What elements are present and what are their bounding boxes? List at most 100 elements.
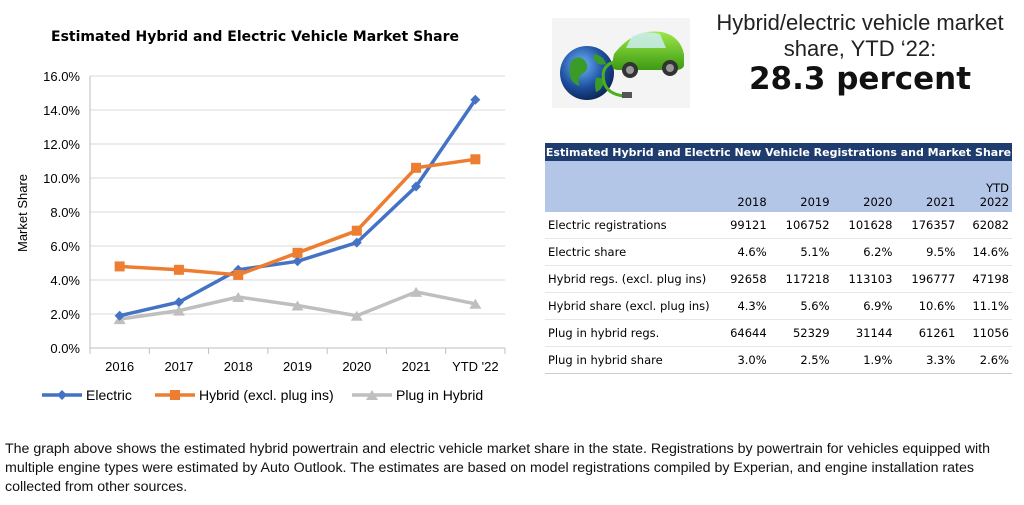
data-point xyxy=(172,305,185,316)
series-electric xyxy=(114,94,481,321)
table-row-label: Plug in hybrid regs. xyxy=(545,319,716,347)
x-tick-label: 2018 xyxy=(224,359,253,374)
market-share-line-chart: Estimated Hybrid and Electric Vehicle Ma… xyxy=(15,29,506,403)
x-tick-label: 2017 xyxy=(164,359,193,374)
legend-label: Plug in Hybrid xyxy=(396,387,483,403)
table-title: Estimated Hybrid and Electric New Vehicl… xyxy=(545,143,1012,161)
table-header-blank xyxy=(545,161,716,212)
chart-title: Estimated Hybrid and Electric Vehicle Ma… xyxy=(51,29,459,45)
y-tick-label: 16.0% xyxy=(43,69,80,84)
table-row-label: Electric registrations xyxy=(545,212,716,239)
y-tick-label: 8.0% xyxy=(50,205,80,220)
data-point xyxy=(469,298,482,309)
table-cell: 92658 xyxy=(716,265,770,293)
y-tick-label: 4.0% xyxy=(50,273,80,288)
table-cell: 101628 xyxy=(832,212,896,239)
table-row: Electric registrations 99121 106752 101628 1… xyxy=(545,212,1012,239)
data-point xyxy=(292,256,303,267)
headline-line-2: share, YTD ‘22: xyxy=(783,36,937,61)
table-cell: 64644 xyxy=(716,319,770,347)
table-row-label: Hybrid share (excl. plug ins) xyxy=(545,292,716,320)
gridlines xyxy=(89,75,506,354)
table-header-row: 2018 2019 2020 2021 YTD 2022 xyxy=(545,161,1012,212)
y-tick-label: 6.0% xyxy=(50,239,80,254)
legend-item: Hybrid (excl. plug ins) xyxy=(155,387,334,403)
table-cell: 2.6% xyxy=(958,346,1012,374)
y-tick-label: 14.0% xyxy=(43,103,80,118)
table-cell: 6.9% xyxy=(832,292,896,320)
table-header-cell: YTD 2022 xyxy=(958,161,1012,212)
table-cell: 196777 xyxy=(895,265,959,293)
y-tick-label: 2.0% xyxy=(50,307,80,322)
x-tick-label: YTD '22 xyxy=(452,359,499,374)
table-row-label: Hybrid regs. (excl. plug ins) xyxy=(545,265,716,293)
series-hybrid-excl-plug-ins- xyxy=(114,154,481,280)
data-point xyxy=(291,300,304,311)
data-point xyxy=(57,390,67,400)
table-cell: 4.6% xyxy=(716,238,770,266)
table-cell: 99121 xyxy=(716,212,770,239)
headline: Hybrid/electric vehicle market share, YT… xyxy=(700,10,1020,96)
table-cell: 31144 xyxy=(832,319,896,347)
table-cell: 5.1% xyxy=(769,238,833,266)
table-cell: 5.6% xyxy=(769,292,833,320)
table-row: Electric share 4.6% 5.1% 6.2% 9.5% 14.6% xyxy=(545,238,1012,266)
table-header-cell: 2019 xyxy=(769,161,833,212)
table-cell: 11056 xyxy=(958,319,1012,347)
table-cell: 6.2% xyxy=(832,238,896,266)
data-point xyxy=(114,261,125,272)
y-axis-label: Market Share xyxy=(15,174,30,252)
logo-image xyxy=(552,18,690,108)
data-point xyxy=(114,310,125,321)
table-cell: 14.6% xyxy=(958,238,1012,266)
data-point xyxy=(470,154,481,165)
series-group xyxy=(113,94,482,325)
footnote-text: The graph above shows the estimated hybr… xyxy=(5,441,990,495)
legend-label: Hybrid (excl. plug ins) xyxy=(199,387,334,403)
data-point xyxy=(411,181,422,192)
table-cell: 11.1% xyxy=(958,292,1012,320)
table-cell: 62082 xyxy=(958,212,1012,239)
data-point xyxy=(233,269,244,280)
data-point xyxy=(232,292,245,302)
y-axis-ticks: 0.0% 2.0% 4.0% 6.0% 8.0% 10.0% 12.0% 14.0% 16.0% xyxy=(43,69,80,356)
legend-item: Plug in Hybrid xyxy=(352,387,483,403)
table-cell: 61261 xyxy=(895,319,959,347)
series-line xyxy=(119,98,477,318)
x-axis-ticks: 2016 2017 2018 2019 2020 2021 YTD '22 xyxy=(105,359,498,374)
x-tick-label: 2020 xyxy=(342,359,371,374)
table-cell: 52329 xyxy=(769,319,833,347)
data-point xyxy=(292,247,303,258)
legend-item: Electric xyxy=(42,387,132,403)
table-cell: 1.9% xyxy=(832,346,896,374)
data-point xyxy=(351,237,362,248)
table-cell: 176357 xyxy=(895,212,959,239)
table-header-cell: 2021 xyxy=(895,161,959,212)
x-tick-label: 2016 xyxy=(105,359,134,374)
data-point xyxy=(173,297,184,308)
table-cell: 117218 xyxy=(769,265,833,293)
table-row: Hybrid share (excl. plug ins) 4.3% 5.6% 6.9… xyxy=(545,292,1012,320)
legend: Electric Hybrid (excl. plug ins) Plug in H… xyxy=(42,387,483,403)
table-cell: 106752 xyxy=(769,212,833,239)
y-tick-label: 12.0% xyxy=(43,137,80,152)
y-tick-label: 10.0% xyxy=(43,171,80,186)
data-point xyxy=(173,264,184,275)
table-cell: 9.5% xyxy=(895,238,959,266)
data-point xyxy=(470,94,481,105)
y-tick-label: 0.0% xyxy=(50,341,80,356)
data-point xyxy=(351,225,362,236)
table-row-label: Plug in hybrid share xyxy=(545,346,716,374)
table-cell: 10.6% xyxy=(895,292,959,320)
table-header-cell: 2020 xyxy=(832,161,896,212)
table-header-cell: 2018 xyxy=(716,161,770,212)
table-row-label: Electric share xyxy=(545,238,716,266)
data-point xyxy=(170,390,180,400)
table-row: Plug in hybrid regs. 64644 52329 31144 61261… xyxy=(545,319,1012,347)
x-tick-label: 2019 xyxy=(283,359,312,374)
headline-line-1: Hybrid/electric vehicle market xyxy=(716,10,1004,35)
registrations-table: Estimated Hybrid and Electric New Vehicl… xyxy=(545,143,1012,374)
data-point xyxy=(366,390,378,400)
headline-value: 28.3 percent xyxy=(748,61,972,97)
table-cell: 3.3% xyxy=(895,346,959,374)
